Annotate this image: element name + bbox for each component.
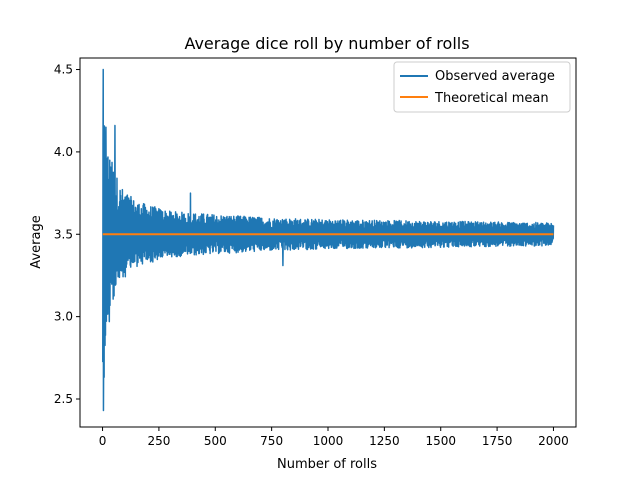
y-tick-label: 3.0 <box>54 310 73 324</box>
y-tick-label: 4.0 <box>54 145 73 159</box>
x-axis-ticks: 0 250 500 750 1000 1250 1500 1750 2000 <box>99 427 569 448</box>
legend: Observed average Theoretical mean <box>393 61 571 113</box>
x-tick-label: 1250 <box>369 434 400 448</box>
x-tick-label: 1000 <box>313 434 344 448</box>
x-tick-label: 2000 <box>538 434 569 448</box>
x-tick-label: 750 <box>260 434 283 448</box>
chart-title: Average dice roll by number of rolls <box>184 34 469 53</box>
x-tick-label: 500 <box>204 434 227 448</box>
x-tick-label: 1750 <box>482 434 513 448</box>
series-layer <box>102 68 555 412</box>
legend-box <box>393 61 571 113</box>
legend-label-theoretical-mean: Theoretical mean <box>434 91 549 106</box>
x-tick-label: 250 <box>147 434 170 448</box>
x-axis-label: Number of rolls <box>277 457 377 472</box>
y-tick-label: 2.5 <box>54 392 73 406</box>
x-tick-label: 0 <box>99 434 107 448</box>
y-axis-label: Average <box>29 215 44 268</box>
legend-label-observed-average: Observed average <box>435 69 555 84</box>
y-tick-label: 4.5 <box>54 63 73 77</box>
x-tick-label: 1500 <box>425 434 456 448</box>
y-axis-ticks: 2.5 3.0 3.5 4.0 4.5 <box>54 63 80 406</box>
y-tick-label: 3.5 <box>54 227 73 241</box>
